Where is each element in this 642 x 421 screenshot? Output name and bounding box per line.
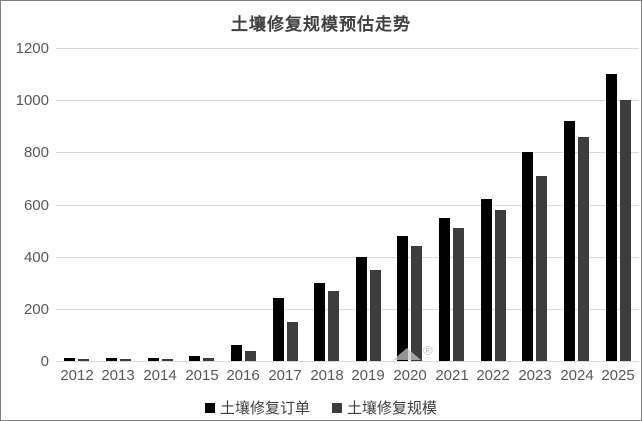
bar-2019-series-1 <box>370 270 381 361</box>
gridline-y-1000 <box>56 100 639 101</box>
y-axis-tick-label: 1200 <box>15 40 49 57</box>
bar-2025-series-1 <box>620 100 631 361</box>
chart-title: 土壤修复规模预估走势 <box>231 15 411 34</box>
x-axis-tick-label: 2021 <box>435 367 469 384</box>
x-axis-tick-label: 2023 <box>518 367 552 384</box>
y-axis-tick-label: 600 <box>23 197 49 214</box>
bar-2024-series-1 <box>578 137 589 361</box>
x-axis-tick-label: 2022 <box>476 367 510 384</box>
bar-2014-series-1 <box>162 359 173 361</box>
bar-2022-series-1 <box>495 210 506 361</box>
bar-2012-series-1 <box>78 359 89 361</box>
bar-2013-series-1 <box>120 359 131 361</box>
legend-swatch-icon <box>332 402 342 413</box>
x-axis-tick-label: 2012 <box>60 367 94 384</box>
y-axis-tick-label: 0 <box>40 353 49 370</box>
x-axis-tick-label: 2020 <box>393 367 427 384</box>
bar-2016-series-0 <box>231 345 242 361</box>
bar-2015-series-1 <box>203 358 214 361</box>
x-axis-tick-label: 2024 <box>560 367 594 384</box>
x-axis-tick-label: 2015 <box>185 367 219 384</box>
bar-2021-series-0 <box>439 218 450 361</box>
legend: 土壤修复订单 土壤修复规模 <box>1 397 641 418</box>
y-axis-tick-label: 400 <box>23 249 49 266</box>
gridline-y-600 <box>56 205 639 206</box>
y-axis-tick-label: 1000 <box>15 92 49 109</box>
bar-2019-series-0 <box>356 257 367 361</box>
gridline-y-400 <box>56 257 639 258</box>
legend-label: 土壤修复规模 <box>347 400 438 417</box>
bar-2023-series-0 <box>522 152 533 361</box>
bar-2021-series-1 <box>453 228 464 361</box>
bar-2020-series-1 <box>411 246 422 361</box>
x-axis-tick-label: 2018 <box>310 367 344 384</box>
x-axis-tick-label: 2014 <box>143 367 177 384</box>
x-axis-tick-label: 2019 <box>351 367 385 384</box>
bar-2017-series-0 <box>273 298 284 361</box>
bar-2012-series-0 <box>64 358 75 361</box>
x-axis-tick-label: 2016 <box>226 367 260 384</box>
x-axis-tick-label: 2013 <box>101 367 135 384</box>
bar-2015-series-0 <box>189 356 200 361</box>
bar-2025-series-0 <box>606 74 617 361</box>
legend-label: 土壤修复订单 <box>219 400 310 417</box>
y-axis-tick-label: 800 <box>23 144 49 161</box>
bar-2022-series-0 <box>481 199 492 361</box>
bar-2016-series-1 <box>245 351 256 361</box>
legend-item-0: 土壤修复订单 <box>204 397 310 418</box>
gridline-y-1200 <box>56 48 639 49</box>
legend-swatch-icon <box>204 402 215 413</box>
bar-2024-series-0 <box>564 121 575 361</box>
bar-2023-series-1 <box>536 176 547 361</box>
gridline-y-200 <box>56 309 639 310</box>
bar-2013-series-0 <box>106 358 117 361</box>
legend-item-1: 土壤修复规模 <box>332 397 437 418</box>
bar-2020-series-0 <box>397 236 408 361</box>
bar-2014-series-0 <box>148 358 159 361</box>
y-axis-tick-label: 200 <box>23 301 49 318</box>
gridline-y-0 <box>56 361 639 362</box>
x-axis-tick-label: 2025 <box>601 367 635 384</box>
x-axis-tick-label: 2017 <box>268 367 302 384</box>
bar-2017-series-1 <box>287 322 298 361</box>
bar-2018-series-1 <box>328 291 339 361</box>
gridline-y-800 <box>56 152 639 153</box>
bar-2018-series-0 <box>314 283 325 361</box>
registered-trademark-icon: ® <box>423 343 433 358</box>
